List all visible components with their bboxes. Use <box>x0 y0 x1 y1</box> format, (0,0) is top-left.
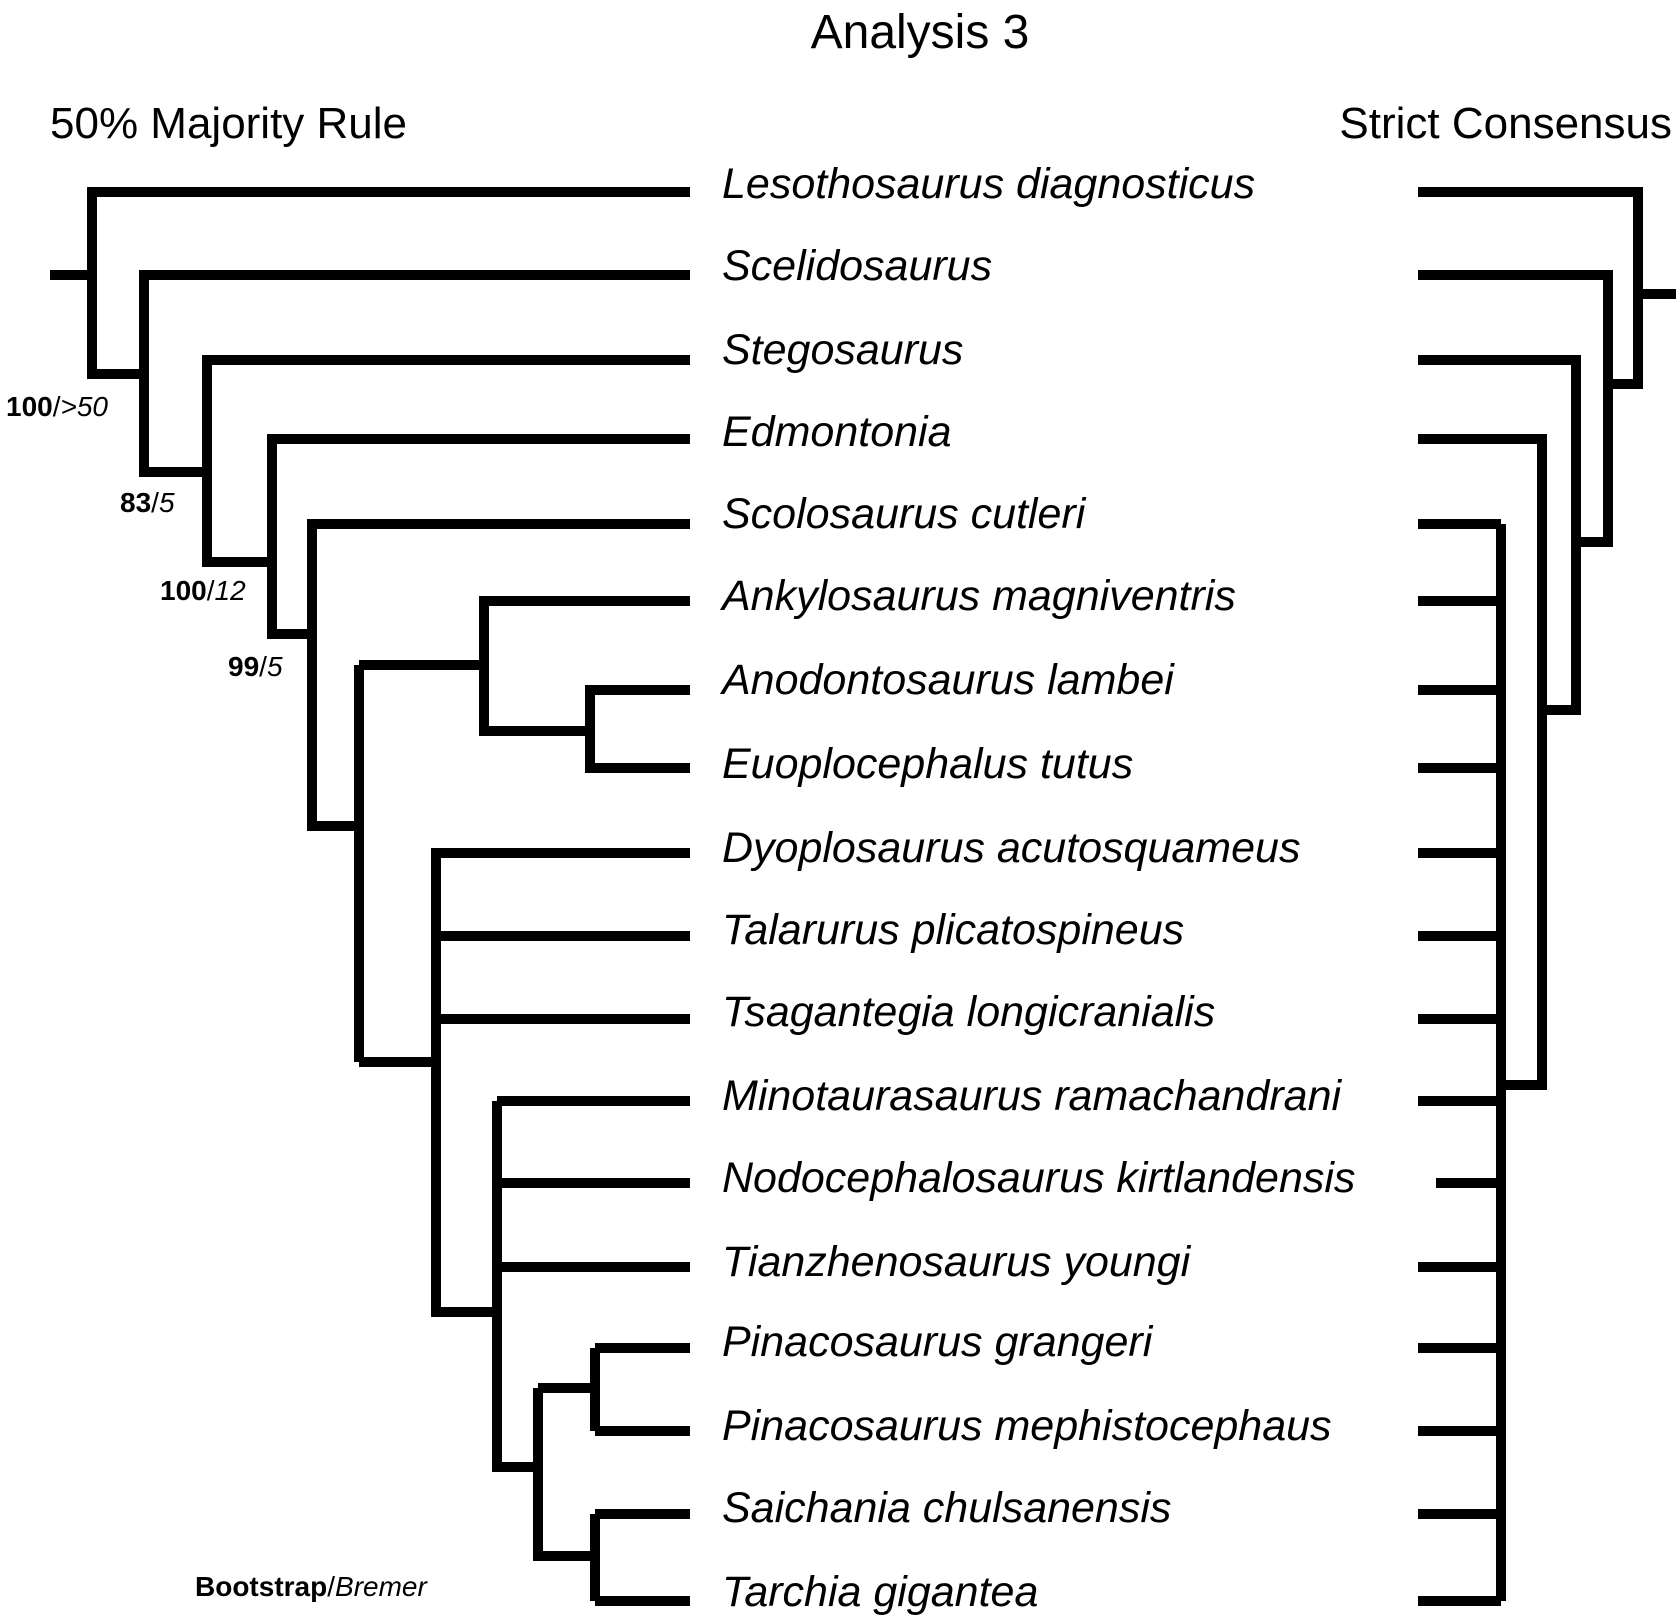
taxon-label: Lesothosaurus diagnosticus <box>722 160 1255 208</box>
pinacosaurus-clade <box>590 1343 690 1436</box>
taxon-label: Anodontosaurus lambei <box>719 656 1175 704</box>
taxon-label: Minotaurasaurus ramachandrani <box>722 1072 1342 1120</box>
majority-rule-tree <box>50 187 690 1606</box>
taxon-label: Edmontonia <box>722 408 952 456</box>
taxon-label: Talarurus plicatospineus <box>722 906 1184 954</box>
support-values: 100/>50 83/5 100/12 99/5 Bootstrap/Breme… <box>6 391 428 1602</box>
node-2-clade <box>1418 270 1613 547</box>
support-legend: Bootstrap/Bremer <box>195 1571 428 1602</box>
taxon-label: Dyoplosaurus acutosquameus <box>722 824 1300 872</box>
taxon-label: Stegosaurus <box>722 326 963 374</box>
ankylosaurus-branch <box>359 596 690 670</box>
node-3-clade <box>202 355 690 567</box>
taxon-label: Ankylosaurus magniventris <box>719 572 1236 620</box>
taxon-label: Pinacosaurus mephistocephaus <box>722 1402 1332 1450</box>
right-tree-title: Strict Consensus <box>1339 99 1672 148</box>
node-3-clade <box>1418 355 1581 715</box>
anodontosaurus-euoplocephalus-clade <box>479 665 690 773</box>
support-label: 99/5 <box>228 651 283 682</box>
node-1-clade <box>1418 187 1643 389</box>
taxon-label: Nodocephalosaurus kirtlandensis <box>722 1154 1355 1202</box>
taxon-label: Saichania chulsanensis <box>722 1484 1171 1532</box>
taxon-label: Tsagantegia longicranialis <box>722 988 1215 1036</box>
taxon-label: Tarchia gigantea <box>722 1568 1038 1616</box>
pinacosaurus-saichania-clade <box>533 1383 595 1561</box>
polytomy-lower <box>492 1096 690 1472</box>
polytomy-lower-link <box>431 853 497 1317</box>
support-label: 100/12 <box>160 575 246 606</box>
left-tree-title: 50% Majority Rule <box>50 99 407 148</box>
taxon-label: Scolosaurus cutleri <box>722 490 1087 538</box>
taxon-label: Pinacosaurus grangeri <box>722 1318 1154 1366</box>
ankylosauridae-polytomy-tips <box>1418 519 1501 1606</box>
taxon-label: Euoplocephalus tutus <box>722 740 1133 788</box>
saichania-tarchia-clade <box>590 1509 690 1606</box>
strict-consensus-tree <box>1418 187 1676 1606</box>
taxon-label: Tianzhenosaurus youngi <box>722 1238 1192 1286</box>
support-label: 100/>50 <box>6 391 108 422</box>
node-1-clade <box>87 187 690 379</box>
support-label: 83/5 <box>120 487 175 518</box>
node-2-clade <box>139 270 690 477</box>
node-4-clade <box>267 434 690 639</box>
taxon-label: Scelidosaurus <box>722 242 992 290</box>
node-4-clade <box>1418 434 1547 1090</box>
ankylosauridae-clade <box>307 519 690 831</box>
figure-title: Analysis 3 <box>811 6 1030 59</box>
polytomy-main <box>359 848 690 1067</box>
taxon-labels: Lesothosaurus diagnosticus Scelidosaurus… <box>719 160 1355 1616</box>
